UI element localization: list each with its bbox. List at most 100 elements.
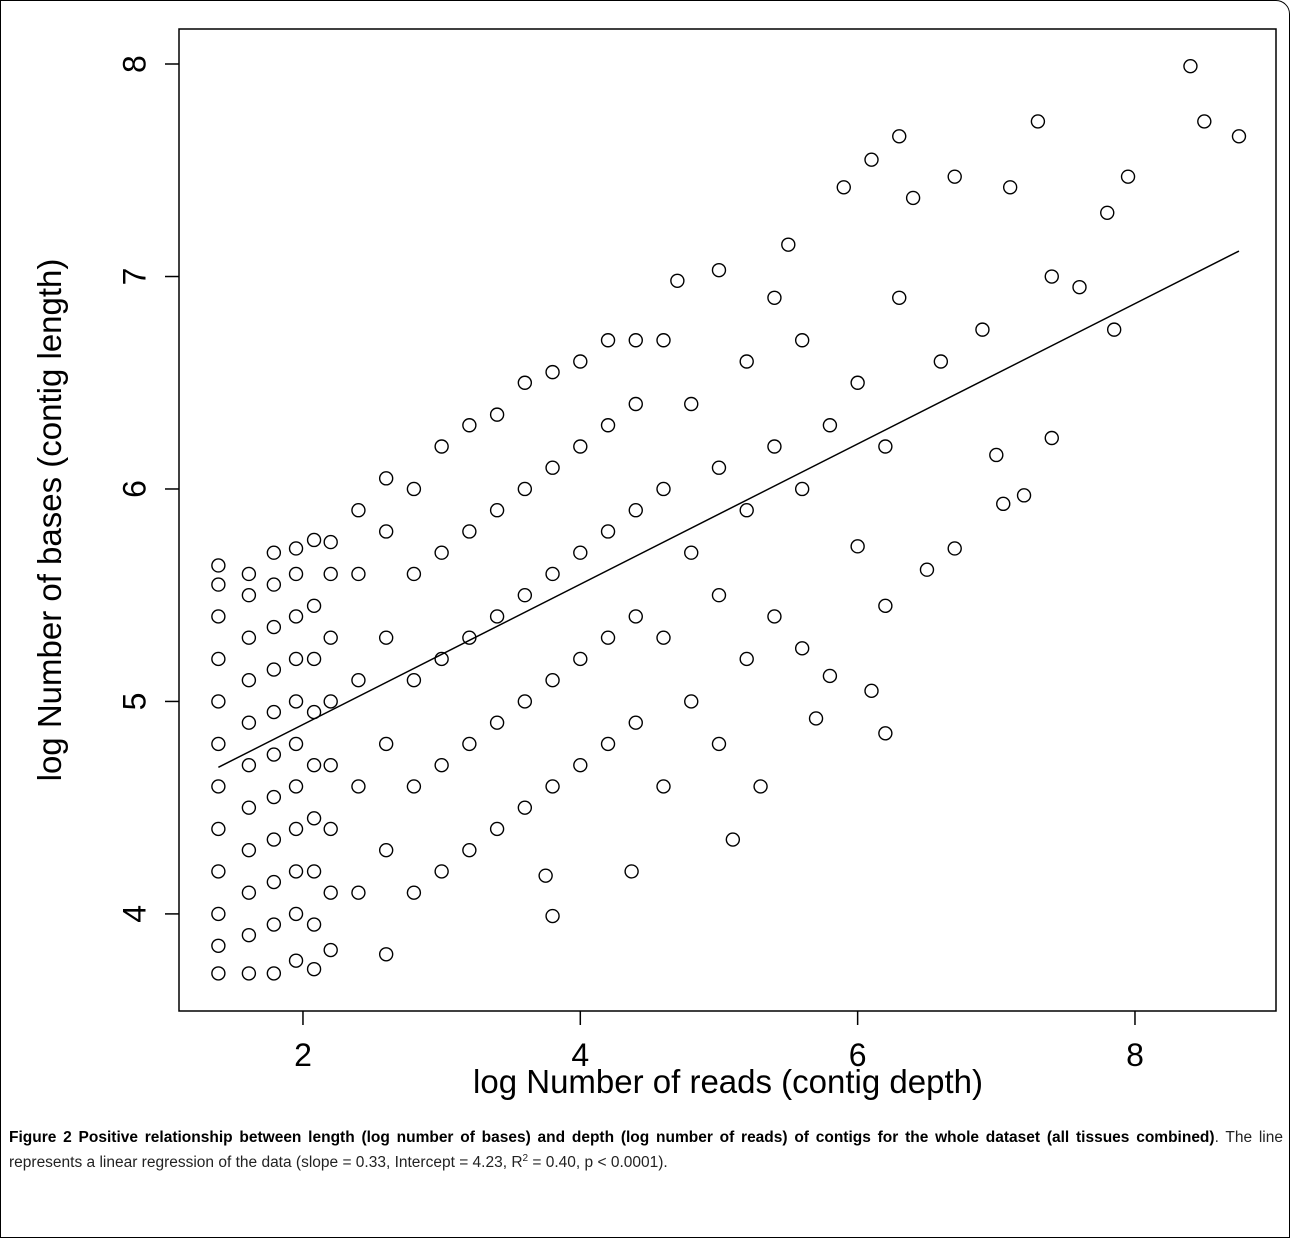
point	[266, 832, 282, 847]
point	[767, 290, 782, 305]
point	[266, 966, 282, 981]
point	[517, 375, 533, 390]
point	[739, 503, 754, 518]
point	[1002, 180, 1018, 195]
y-axis-label: log Number of bases (contig length)	[31, 259, 68, 782]
point	[656, 630, 671, 645]
point	[545, 460, 560, 475]
point	[351, 779, 366, 794]
point	[628, 609, 643, 624]
point	[996, 496, 1011, 512]
point	[406, 779, 422, 794]
point	[378, 471, 394, 486]
point	[656, 333, 671, 348]
point	[517, 694, 533, 709]
y-tick-label: 7	[116, 268, 152, 286]
point	[489, 503, 505, 518]
point	[323, 534, 338, 550]
point	[753, 779, 768, 794]
point	[975, 322, 990, 337]
point	[1072, 279, 1087, 295]
point	[406, 566, 422, 582]
point	[600, 333, 616, 348]
point	[600, 630, 616, 645]
point	[864, 683, 879, 699]
point	[517, 588, 533, 603]
point	[323, 757, 338, 773]
point	[266, 789, 282, 805]
point	[1044, 269, 1059, 284]
point	[794, 641, 810, 656]
point	[878, 598, 893, 614]
plot-frame	[178, 28, 1277, 1012]
point	[241, 885, 257, 900]
point	[711, 262, 727, 278]
point	[434, 651, 449, 667]
point	[711, 460, 727, 475]
x-tick-label: 8	[1126, 1037, 1144, 1073]
point	[378, 524, 394, 539]
point	[323, 694, 338, 709]
y-tick-label: 4	[116, 905, 152, 923]
point	[725, 832, 741, 847]
point	[434, 757, 449, 773]
point	[878, 726, 893, 741]
point	[378, 842, 394, 858]
point	[288, 541, 304, 556]
chart: log Number of reads (contig depth) log N…	[31, 28, 1277, 1100]
point	[306, 757, 322, 773]
point	[739, 651, 754, 667]
point	[864, 152, 879, 167]
point	[545, 566, 560, 582]
point	[434, 864, 449, 879]
point	[241, 842, 257, 858]
point	[628, 333, 643, 348]
point	[850, 375, 865, 390]
point	[351, 885, 366, 900]
point	[211, 938, 226, 953]
point	[905, 190, 921, 206]
point	[538, 868, 553, 883]
point	[306, 532, 322, 548]
point	[211, 864, 226, 879]
point	[241, 566, 257, 582]
x-axis-label: log Number of reads (contig depth)	[473, 1063, 983, 1100]
point	[266, 874, 282, 890]
point	[545, 908, 560, 924]
point	[378, 947, 394, 962]
point	[794, 333, 810, 348]
point	[351, 503, 366, 518]
point	[462, 524, 477, 539]
point	[600, 524, 616, 539]
point	[573, 439, 588, 454]
point	[323, 885, 338, 900]
point	[211, 651, 226, 667]
point	[656, 481, 671, 497]
point	[822, 418, 838, 433]
caption-label: Figure 2	[9, 1129, 72, 1146]
point	[989, 447, 1004, 463]
point	[684, 694, 699, 709]
point	[573, 757, 588, 773]
point	[266, 704, 282, 720]
point	[288, 694, 304, 709]
point	[306, 864, 322, 879]
point	[573, 651, 588, 667]
point	[211, 736, 226, 752]
point	[1231, 129, 1247, 144]
point	[808, 711, 824, 726]
point	[211, 966, 226, 981]
point	[241, 757, 257, 773]
point	[434, 545, 449, 560]
point	[545, 779, 560, 794]
point	[323, 566, 338, 582]
y-tick-label: 8	[116, 55, 152, 73]
point	[211, 779, 226, 794]
point	[323, 630, 338, 645]
point	[351, 566, 366, 582]
point	[947, 169, 962, 184]
point	[836, 180, 851, 195]
point	[241, 672, 257, 688]
point	[288, 566, 304, 582]
point	[306, 811, 322, 826]
